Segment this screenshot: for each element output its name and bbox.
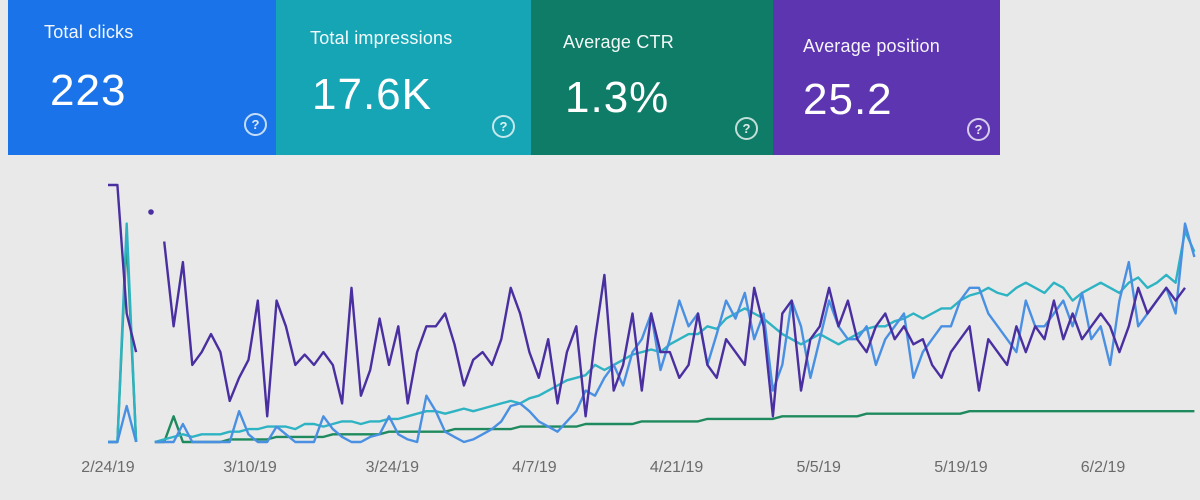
series-point bbox=[148, 209, 154, 215]
summary-cards: Total clicks 223 ? Total impressions 17.… bbox=[0, 0, 1200, 155]
series-line bbox=[154, 230, 1196, 444]
x-tick-label: 3/10/19 bbox=[223, 459, 276, 476]
card-label: Average CTR bbox=[563, 32, 674, 52]
help-icon[interactable]: ? bbox=[967, 118, 990, 141]
series-line bbox=[108, 404, 138, 444]
card-average-ctr[interactable]: Average CTR 1.3% ? bbox=[531, 0, 773, 155]
card-label: Average position bbox=[803, 36, 940, 56]
series-line bbox=[154, 409, 1195, 444]
series-line bbox=[154, 222, 1196, 444]
card-value: 223 bbox=[50, 66, 127, 115]
card-value: 25.2 bbox=[803, 75, 893, 124]
x-axis: 2/24/19 3/10/19 3/24/19 4/7/19 4/21/19 5/5/19… bbox=[81, 459, 1125, 476]
help-icon[interactable]: ? bbox=[492, 115, 515, 138]
card-label: Total clicks bbox=[44, 22, 134, 42]
series-average-position bbox=[108, 183, 1186, 418]
card-value: 1.3% bbox=[565, 73, 670, 122]
help-icon[interactable]: ? bbox=[244, 113, 267, 136]
series-total-impressions bbox=[108, 222, 1196, 444]
series-total-clicks bbox=[108, 222, 1196, 444]
card-total-clicks[interactable]: Total clicks 223 ? bbox=[8, 0, 276, 155]
x-tick-label: 4/21/19 bbox=[650, 459, 703, 476]
series-line bbox=[108, 183, 138, 353]
x-tick-label: 5/19/19 bbox=[934, 459, 987, 476]
series-layer bbox=[108, 183, 1196, 444]
card-value: 17.6K bbox=[312, 70, 432, 119]
performance-line-chart[interactable]: 2/24/19 3/10/19 3/24/19 4/7/19 4/21/19 5/5/19… bbox=[0, 160, 1200, 500]
x-tick-label: 6/2/19 bbox=[1081, 459, 1126, 476]
x-tick-label: 5/5/19 bbox=[796, 459, 841, 476]
series-line bbox=[163, 241, 1186, 418]
x-tick-label: 4/7/19 bbox=[512, 459, 557, 476]
card-total-impressions[interactable]: Total impressions 17.6K ? bbox=[276, 0, 531, 155]
x-tick-label: 2/24/19 bbox=[81, 459, 134, 476]
help-icon[interactable]: ? bbox=[735, 117, 758, 140]
x-tick-label: 3/24/19 bbox=[366, 459, 419, 476]
card-average-position[interactable]: Average position 25.2 ? bbox=[773, 0, 1000, 155]
card-label: Total impressions bbox=[310, 28, 453, 48]
